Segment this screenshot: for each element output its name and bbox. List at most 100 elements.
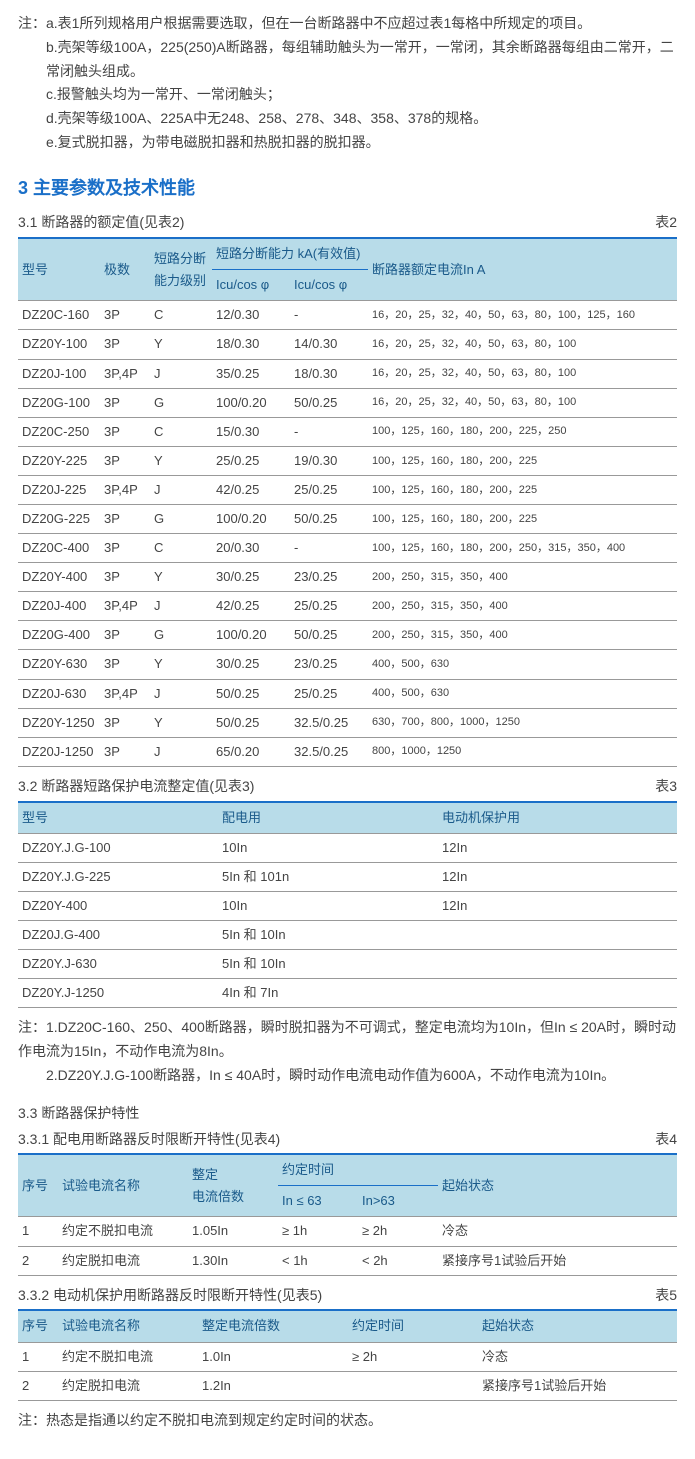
cell: 16，20，25，32，40，50，63，80，100 [368,330,677,359]
cell: DZ20Y-100 [18,330,100,359]
cell: Y [150,708,212,737]
cell: DZ20J-400 [18,592,100,621]
cell [348,1371,478,1400]
note-line: d.壳架等级100A、225A中无248、258、278、348、358、378… [18,107,677,131]
table-row: DZ20Y-40010In12In [18,891,677,920]
cell: 25/0.25 [290,679,368,708]
cell: DZ20C-400 [18,534,100,563]
t3-notes: 注：1.DZ20C-160、250、400断路器，瞬时脱扣器为不可调式，整定电流… [18,1016,677,1087]
note-b: b.壳架等级100A，225(250)A断路器，每组辅助触头为一常开，一常闭，其… [46,39,674,79]
note-line: c.报警触头均为一常开、一常闭触头； [18,83,677,107]
cell: 冷态 [478,1342,677,1371]
cell: 3P,4P [100,475,150,504]
table-row: DZ20C-1603PC12/0.30-16，20，25，32，40，50，63… [18,301,677,330]
th-motor: 电动机保护用 [438,802,677,834]
cell: DZ20Y-400 [18,563,100,592]
cell: DZ20Y-225 [18,446,100,475]
cell: 50/0.25 [290,505,368,534]
cell: 3P [100,301,150,330]
t3-note-1: 注：1.DZ20C-160、250、400断路器，瞬时脱扣器为不可调式，整定电流… [18,1016,677,1064]
th-icu1: Icu/cos φ [212,270,290,301]
t4-header-row: 3.3.1 配电用断路器反时限断开特性(见表4) 表4 [18,1128,677,1152]
table-row: 1约定不脱扣电流1.05In≥ 1h≥ 2h冷态 [18,1217,677,1246]
cell: 1.2In [198,1371,348,1400]
cell: DZ20Y.J-630 [18,950,218,979]
cell: 约定脱扣电流 [58,1246,188,1275]
top-notes: 注：a.表1所列规格用户根据需要选取，但在一台断路器中不应超过表1每格中所规定的… [18,12,677,155]
t5-subtitle: 3.3.2 电动机保护用断路器反时限断开特性(见表5) [18,1284,322,1308]
cell: J [150,359,212,388]
cell: 100，125，160，180，200，225 [368,475,677,504]
cell: DZ20Y-1250 [18,708,100,737]
note-a: a.表1所列规格用户根据需要选取，但在一台断路器中不应超过表1每格中所规定的项目… [46,15,591,31]
cell: G [150,621,212,650]
cell: 冷态 [438,1217,677,1246]
t5-ref: 表5 [655,1284,677,1308]
note-line: 注：a.表1所列规格用户根据需要选取，但在一台断路器中不应超过表1每格中所规定的… [18,12,677,36]
cell: ≥ 1h [278,1217,358,1246]
cell: 42/0.25 [212,475,290,504]
cell: 2 [18,1371,58,1400]
cell: 50/0.25 [212,708,290,737]
note-line: e.复式脱扣器，为带电磁脱扣器和热脱扣器的脱扣器。 [18,131,677,155]
table-row: DZ20G-4003PG100/0.2050/0.25200，250，315，3… [18,621,677,650]
cell: DZ20J.G-400 [18,921,218,950]
cell: J [150,679,212,708]
cell: < 1h [278,1246,358,1275]
cell: 630，700，800，1000，1250 [368,708,677,737]
cell: 10In [218,833,438,862]
cell: DZ20G-400 [18,621,100,650]
cell: DZ20J-1250 [18,737,100,766]
cell: < 2h [358,1246,438,1275]
cell: 3P [100,417,150,446]
table-3: 型号 配电用 电动机保护用 DZ20Y.J.G-10010In12InDZ20Y… [18,801,677,1009]
cell [438,979,677,1008]
th-start: 起始状态 [478,1310,677,1342]
cell: 23/0.25 [290,563,368,592]
table-row: DZ20Y-2253PY25/0.2519/0.30100，125，160，18… [18,446,677,475]
cell: 200，250，315，350，400 [368,621,677,650]
cell: DZ20Y-400 [18,891,218,920]
cell: DZ20J-100 [18,359,100,388]
table-row: DZ20J-1003P,4PJ35/0.2518/0.3016，20，25，32… [18,359,677,388]
th-no: 序号 [18,1310,58,1342]
table-row: DZ20Y-6303PY30/0.2523/0.25400，500，630 [18,650,677,679]
table-row: DZ20Y.J.G-2255In 和 101n12In [18,862,677,891]
cell: 12/0.30 [212,301,290,330]
table-row: DZ20G-1003PG100/0.2050/0.2516，20，25，32，4… [18,388,677,417]
cell: DZ20Y.J.G-225 [18,862,218,891]
cell: J [150,475,212,504]
cell: 25/0.25 [290,475,368,504]
cell: 10In [218,891,438,920]
cell: - [290,301,368,330]
cell: 3P [100,330,150,359]
t3-header-row: 3.2 断路器短路保护电流整定值(见表3) 表3 [18,775,677,799]
cell: 12In [438,891,677,920]
th-time: 约定时间 [348,1310,478,1342]
cell: DZ20G-100 [18,388,100,417]
cell: 100/0.20 [212,505,290,534]
cell: 100/0.20 [212,621,290,650]
cell: 1 [18,1217,58,1246]
table-row: DZ20Y-1003PY18/0.3014/0.3016，20，25，32，40… [18,330,677,359]
cell: 50/0.25 [212,679,290,708]
th-icu2: Icu/cos φ [290,270,368,301]
table-4: 序号 试验电流名称 整定 电流倍数 约定时间 起始状态 In ≤ 63 In>6… [18,1153,677,1275]
table-row: 1约定不脱扣电流1.0In≥ 2h冷态 [18,1342,677,1371]
cell: 紧接序号1试验后开始 [478,1371,677,1400]
cell: 18/0.30 [212,330,290,359]
th-start: 起始状态 [438,1154,677,1217]
th-model: 型号 [18,238,100,301]
cell: 30/0.25 [212,563,290,592]
cell: DZ20G-225 [18,505,100,534]
cell: 4In 和 7In [218,979,438,1008]
table-row: DZ20Y.J-6305In 和 10In [18,950,677,979]
cell: 1.05In [188,1217,278,1246]
th-break-cap: 短路分断能力 kA(有效值) [212,238,368,270]
cell: ≥ 2h [348,1342,478,1371]
cell: 约定不脱扣电流 [58,1342,198,1371]
cell: C [150,301,212,330]
cell: 100/0.20 [212,388,290,417]
cell: 20/0.30 [212,534,290,563]
t3-note-2: 2.DZ20Y.J.G-100断路器，In ≤ 40A时，瞬时动作电流电动作值为… [18,1064,677,1088]
